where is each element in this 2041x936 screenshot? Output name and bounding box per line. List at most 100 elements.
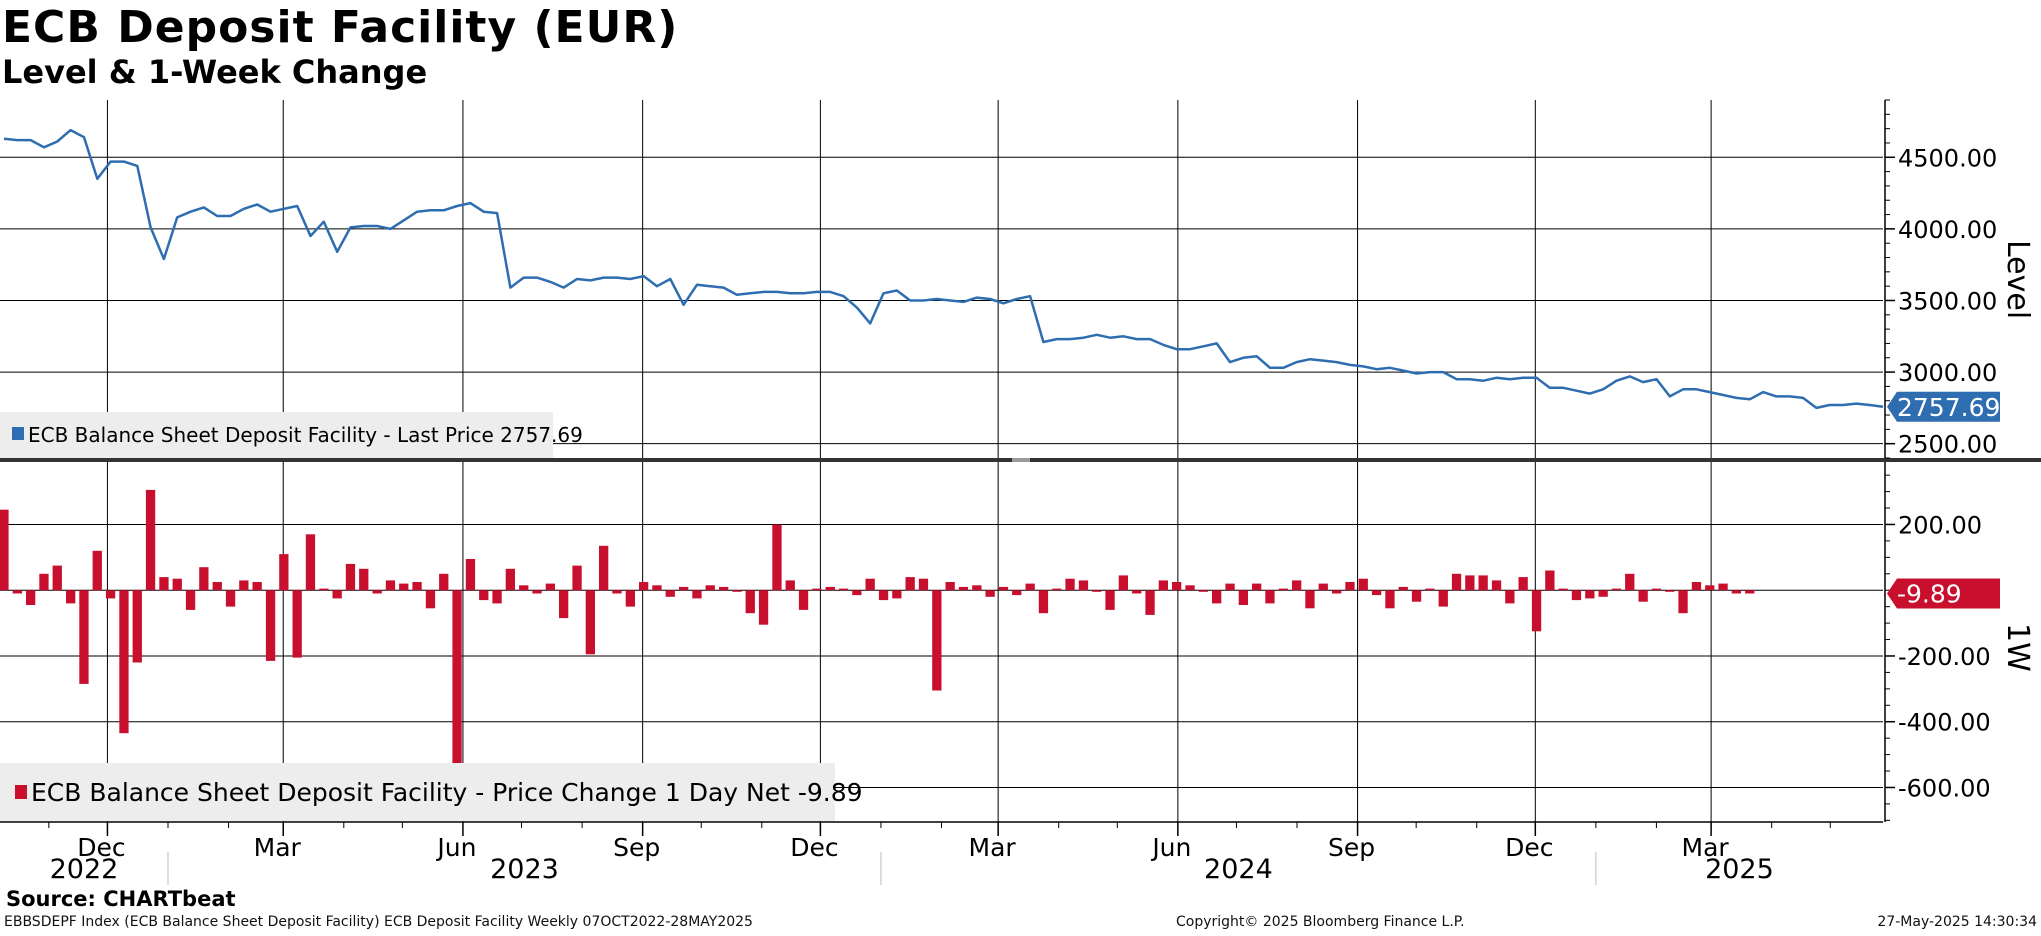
change-bar (1705, 585, 1715, 591)
change-bar (1585, 590, 1595, 599)
change-bar (1025, 583, 1035, 591)
source-label: Source: CHARTbeat (6, 887, 236, 911)
change-bar (1718, 583, 1728, 591)
change-bar (812, 588, 822, 591)
change-bar (732, 590, 742, 592)
y-tick-label-lower: -200.00 (1898, 643, 1991, 671)
change-bar (1252, 583, 1262, 591)
change-bar (1132, 590, 1142, 594)
change-bar (1438, 590, 1448, 607)
change-bar (612, 590, 622, 594)
change-bar (865, 578, 875, 591)
y-tick-label-lower: -400.00 (1898, 709, 1991, 737)
footer-timestamp: 27-May-2025 14:30:34 (1877, 914, 2037, 930)
change-bar (1185, 585, 1195, 591)
change-bar (172, 578, 182, 591)
change-bar (359, 568, 369, 591)
change-bar (332, 590, 342, 599)
change-bar (385, 580, 396, 591)
change-bar (105, 590, 116, 599)
x-year-label: 2022 (50, 854, 119, 885)
chart-subtitle: Level & 1-Week Change (2, 53, 428, 91)
legend-swatch-lower (15, 785, 27, 799)
change-bar (572, 565, 582, 591)
change-bar (1265, 590, 1275, 604)
change-bar (399, 583, 409, 591)
change-bar (1198, 590, 1208, 592)
legend-layer: ECB Balance Sheet Deposit Facility - Las… (0, 412, 863, 821)
change-bar (825, 586, 835, 591)
change-bar (532, 590, 542, 594)
legend-box-upper (0, 412, 553, 458)
change-bar (1425, 588, 1435, 591)
x-tick-label: Jun (1150, 833, 1191, 862)
change-bar (465, 559, 476, 591)
change-bar (1358, 578, 1368, 591)
change-bar (279, 554, 289, 591)
change-bar (1745, 590, 1755, 594)
change-bar (878, 590, 889, 601)
last-value-badge-upper (1887, 391, 2000, 422)
change-bar (892, 590, 902, 599)
change-bar (265, 590, 276, 661)
change-bar (599, 545, 609, 591)
change-bar (119, 590, 129, 734)
change-bar (1345, 582, 1355, 591)
change-bar (1651, 588, 1662, 591)
change-bar (52, 565, 62, 591)
change-bar (1558, 588, 1568, 591)
change-bar (79, 590, 89, 684)
x-tick-label: Sep (1328, 833, 1375, 862)
change-bar (519, 585, 529, 591)
change-bar (665, 590, 675, 597)
change-bar (1332, 590, 1342, 594)
change-bar (852, 590, 862, 596)
x-year-label: 2023 (490, 854, 559, 885)
change-bar (625, 590, 635, 607)
x-tick-label: Mar (969, 833, 1017, 862)
change-bar (679, 586, 689, 591)
change-bar (1638, 590, 1648, 602)
change-bar (798, 590, 809, 610)
change-bar (772, 524, 782, 591)
y-axis-title-upper: Level (2000, 240, 2035, 319)
y-tick-label-upper: 3500.00 (1898, 287, 1997, 315)
change-bar (1398, 586, 1408, 591)
change-bar (1598, 590, 1608, 597)
change-bar (1238, 590, 1248, 605)
x-year-label: 2025 (1705, 854, 1774, 885)
change-bar (185, 590, 196, 610)
change-bar (998, 586, 1009, 591)
change-bar (785, 580, 795, 591)
legend-label-upper: ECB Balance Sheet Deposit Facility - Las… (28, 423, 583, 447)
change-bar (452, 590, 462, 765)
change-bar (1625, 573, 1635, 591)
change-bar (292, 590, 302, 658)
change-bar (1292, 580, 1302, 591)
change-bar (559, 590, 569, 619)
y-tick-label-upper: 4000.00 (1898, 216, 1997, 244)
change-bar (652, 585, 662, 591)
x-tick-label: Dec (1505, 833, 1553, 862)
change-bar (319, 588, 329, 591)
change-bar (1465, 575, 1475, 591)
x-tick-label: Jun (435, 833, 476, 862)
change-bar (1225, 583, 1235, 591)
panel-divider-handle (1012, 458, 1030, 462)
change-bar (1158, 580, 1168, 591)
change-bar (1531, 590, 1542, 632)
series-layer (0, 128, 1884, 765)
change-bar (225, 590, 236, 607)
change-bar (1545, 570, 1555, 591)
change-bar (1451, 573, 1462, 591)
change-bar (1571, 590, 1582, 601)
change-bar (945, 582, 955, 591)
change-bar (0, 509, 9, 591)
change-bar (479, 590, 489, 601)
last-value-badge-lower (1887, 578, 2000, 609)
change-bar (132, 590, 142, 663)
change-bar (305, 534, 316, 591)
axis-layer: 2500.00 3000.00 3500.00 4000.00 4500.00 -600.… (0, 99, 2041, 885)
x-tick-label: Sep (613, 833, 660, 862)
change-bar (719, 586, 729, 591)
